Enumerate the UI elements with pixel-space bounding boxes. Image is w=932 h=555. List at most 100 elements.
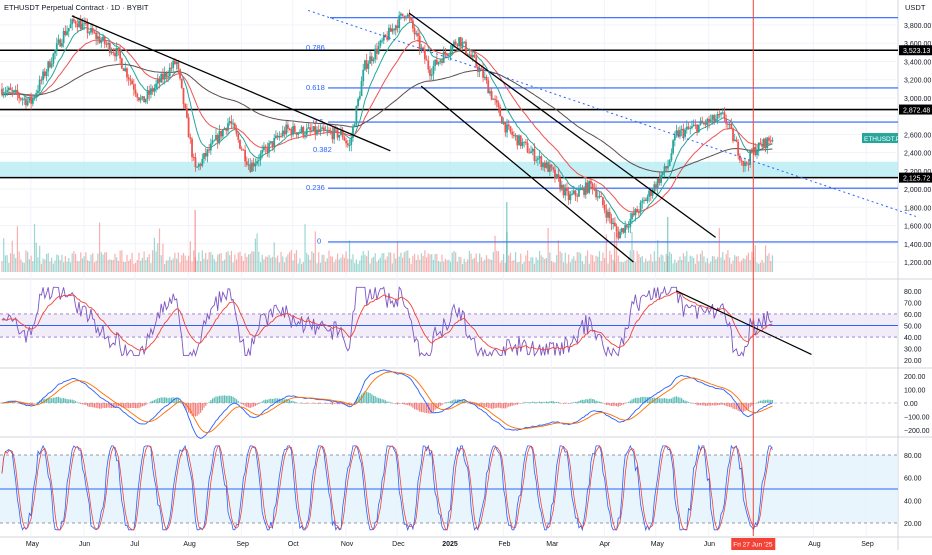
volume-bar: [97, 253, 99, 272]
volume-bar: [285, 256, 287, 272]
macd-hist-bar: [215, 396, 217, 403]
macd-hist-bar: [614, 403, 616, 406]
volume-bar: [374, 253, 376, 272]
volume-bar: [345, 251, 347, 272]
candle-body: [151, 88, 154, 92]
candle-body: [451, 45, 454, 52]
macd-hist-bar: [580, 400, 582, 403]
macd-hist-bar: [699, 403, 702, 406]
macd-hist-bar: [109, 403, 111, 409]
volume-bar: [167, 260, 169, 272]
volume-bar: [771, 255, 773, 272]
volume-bar: [83, 256, 85, 272]
macd-hist-bar: [422, 403, 424, 413]
volume-bar: [229, 255, 231, 272]
volume-bar: [754, 245, 756, 272]
macd-hist-bar: [759, 400, 762, 403]
macd-hist-bar: [621, 403, 623, 406]
macd-hist-bar: [374, 396, 376, 403]
candle-body: [509, 126, 512, 132]
macd-hist-bar: [682, 399, 684, 403]
macd-hist-bar: [467, 402, 469, 404]
macd-hist-bar: [568, 403, 570, 404]
stoch-tick-label: 40.00: [904, 498, 922, 505]
macd-hist-bar: [588, 398, 590, 403]
volume-bar: [360, 255, 363, 272]
candle-body: [677, 130, 680, 137]
volume-bar: [573, 256, 575, 272]
candle-body: [108, 42, 111, 53]
candle-body: [35, 93, 38, 98]
candle-body: [487, 80, 490, 94]
candle-body: [353, 124, 356, 127]
macd-hist-bar: [725, 403, 727, 407]
rsi-tick-label: 50.00: [904, 324, 922, 331]
macd-hist-bar: [282, 398, 284, 403]
candle-body: [634, 209, 637, 216]
candle-body: [122, 68, 125, 71]
macd-hist-bar: [444, 402, 447, 404]
macd-hist-bar: [122, 403, 125, 408]
macd-hist-bar: [665, 398, 667, 403]
fib-label-1: 0.618: [306, 83, 325, 92]
candle-body: [766, 137, 769, 149]
macd-hist-bar: [410, 403, 412, 407]
volume-bar: [509, 252, 512, 272]
volume-bar: [645, 258, 647, 272]
time-axis-label: Sep: [236, 541, 249, 548]
macd-hist-bar: [194, 403, 197, 417]
candle-body: [521, 142, 524, 147]
macd-hist-bar: [643, 396, 645, 403]
candle-body: [415, 33, 418, 35]
volume-bar: [693, 257, 695, 272]
candle-body: [737, 141, 740, 156]
volume-bar: [340, 257, 342, 272]
volume-bar: [321, 254, 323, 272]
macd-hist-bar: [590, 398, 592, 403]
candle-body: [441, 60, 443, 63]
macd-hist-bar: [732, 403, 734, 409]
volume-bar: [323, 254, 325, 272]
volume-bar: [717, 256, 719, 272]
candle-body: [281, 130, 284, 137]
volume-bar: [302, 262, 304, 272]
candle-body: [483, 76, 486, 78]
candle-body: [346, 143, 349, 146]
macd-hist-bar: [246, 403, 248, 408]
rsi-tick-label: 80.00: [904, 289, 922, 296]
candle-body: [189, 137, 192, 139]
macd-hist-bar: [545, 401, 548, 403]
volume-bar: [571, 258, 573, 272]
volume-bar: [424, 250, 426, 272]
macd-hist-bar: [237, 400, 239, 403]
candle-body: [74, 21, 77, 24]
candle-body: [25, 98, 27, 106]
volume-bar: [465, 261, 467, 272]
volume-bar: [172, 258, 174, 272]
volume-bar: [105, 252, 108, 272]
volume-bar: [734, 255, 736, 272]
candle-body: [405, 16, 407, 19]
candle-body: [744, 162, 746, 167]
time-axis-label: Jul: [130, 541, 139, 548]
price-tick-label: 2,000.00: [904, 187, 931, 194]
macd-hist-bar: [518, 403, 520, 404]
candle-body: [23, 98, 26, 100]
macd-hist-bar: [713, 403, 715, 406]
macd-hist-bar: [30, 403, 32, 405]
macd-hist-bar: [388, 401, 390, 403]
candle-body: [694, 124, 697, 126]
volume-bar: [246, 256, 248, 272]
macd-hist-bar: [687, 401, 690, 403]
volume-bar: [292, 260, 294, 272]
candle-body: [598, 195, 601, 197]
volume-bar: [689, 255, 691, 272]
volume-bar: [342, 254, 344, 272]
macd-hist-bar: [45, 398, 48, 403]
macd-hist-bar: [40, 399, 42, 403]
candle-body: [167, 76, 169, 78]
candle-body: [384, 34, 387, 37]
macd-hist-bar: [16, 402, 19, 404]
